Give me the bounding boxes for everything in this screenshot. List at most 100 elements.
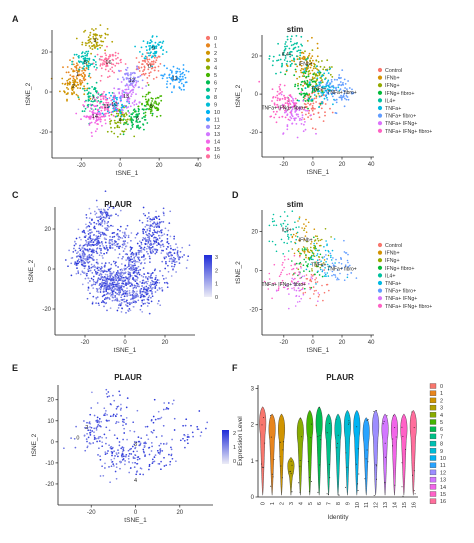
scatter-point [277, 59, 280, 61]
scatter-point [118, 88, 121, 90]
legend-label: IFNg+ [385, 83, 400, 89]
scatter-point [298, 300, 301, 303]
scatter-point [155, 52, 157, 54]
scatter-point [114, 51, 117, 54]
violin-point [299, 491, 301, 493]
scatter-point [165, 256, 167, 258]
scatter-point [123, 427, 125, 430]
scatter-point [87, 289, 89, 291]
scatter-point [334, 99, 336, 102]
scatter-point [153, 460, 156, 463]
scatter-point [76, 81, 79, 84]
scatter-point [273, 102, 276, 105]
panel-letter-f: F [232, 363, 238, 373]
violin-point [392, 445, 393, 447]
scatter-point [314, 261, 316, 264]
scatter-point [121, 418, 124, 421]
scatter-point [160, 442, 162, 445]
scatter-point [154, 50, 156, 53]
scatter-point [100, 241, 103, 243]
x-tick-label: 4 [298, 502, 304, 505]
scatter-point [123, 115, 126, 118]
scatter-point [122, 424, 124, 427]
scatter-point [304, 50, 306, 53]
scatter-point [136, 450, 138, 453]
scatter-point [329, 265, 332, 268]
scatter-point [285, 41, 287, 43]
scatter-point [131, 445, 134, 448]
panel-c-title: PLAUR [104, 200, 132, 209]
scatter-point [165, 83, 168, 85]
scatter-point [182, 71, 184, 74]
scatter-point [176, 67, 179, 70]
scatter-point [140, 305, 143, 307]
scatter-point [77, 251, 79, 253]
violin-point [366, 419, 368, 421]
scatter-point [183, 439, 186, 442]
scatter-point [268, 224, 271, 227]
scatter-point [276, 90, 279, 93]
scatter-point [183, 254, 185, 256]
scatter-point [75, 66, 77, 69]
scatter-point [124, 240, 126, 242]
scatter-point [109, 277, 112, 280]
scatter-point [142, 256, 145, 258]
scatter-point [128, 471, 131, 474]
scatter-point [289, 60, 291, 63]
scatter-point [168, 74, 171, 76]
scatter-point [106, 420, 108, 422]
scatter-point [108, 61, 110, 64]
scatter-point [133, 300, 136, 302]
scatter-point [117, 88, 120, 90]
scatter-point [126, 277, 128, 280]
scatter-point [132, 276, 134, 279]
scatter-point [158, 237, 161, 239]
scatter-point [115, 112, 118, 115]
scatter-point [128, 277, 131, 280]
scatter-point [299, 265, 302, 268]
legend-swatch [205, 109, 211, 115]
scatter-point [116, 126, 119, 129]
scatter-point [163, 73, 166, 76]
scatter-point [112, 225, 114, 228]
scatter-point [87, 268, 89, 271]
scatter-point [107, 112, 110, 115]
scatter-point [113, 450, 115, 453]
scatter-point [145, 93, 148, 96]
scatter-point [125, 91, 127, 94]
scatter-point [288, 51, 291, 54]
scatter-point [72, 251, 75, 253]
scatter-point [83, 57, 86, 60]
scatter-point [72, 75, 75, 78]
scatter-point [286, 124, 289, 126]
scatter-point [307, 98, 310, 100]
y-tick-label: -20 [249, 308, 258, 314]
scatter-point [297, 250, 300, 253]
scatter-point [145, 45, 148, 48]
scatter-point [283, 84, 286, 87]
scatter-point [102, 294, 105, 297]
scatter-point [289, 119, 291, 121]
scatter-point [128, 461, 130, 464]
x-tick-label: 40 [368, 340, 375, 346]
scatter-point [153, 456, 156, 458]
scatter-point [277, 106, 280, 108]
scatter-point [313, 293, 315, 295]
scatter-point [295, 63, 297, 66]
scatter-point [283, 59, 286, 61]
scatter-point [93, 226, 95, 229]
scatter-point [283, 266, 285, 269]
scatter-point [116, 282, 119, 284]
scatter-point [88, 87, 91, 90]
scatter-point [149, 282, 152, 284]
scatter-point [91, 111, 93, 113]
scatter-point [120, 58, 122, 61]
scatter-point [343, 78, 346, 81]
legend-label: IFNb+ [385, 76, 400, 82]
violin-point [348, 422, 350, 424]
scatter-point [324, 95, 327, 98]
scatter-point [171, 78, 173, 81]
scatter-point [293, 60, 296, 63]
scatter-point [279, 58, 282, 61]
scatter-point [186, 436, 189, 438]
